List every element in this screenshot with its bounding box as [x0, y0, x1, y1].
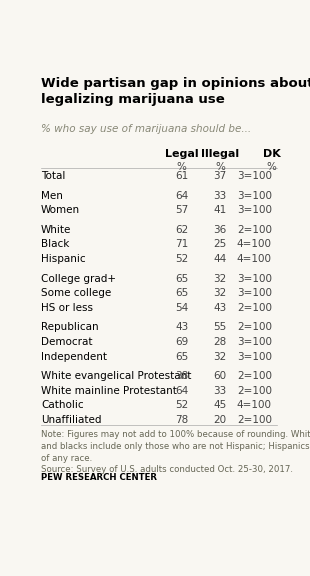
Text: 32: 32	[214, 274, 227, 283]
Text: 69: 69	[175, 337, 188, 347]
Text: 2=100: 2=100	[237, 323, 272, 332]
Text: 41: 41	[214, 205, 227, 215]
Text: Black: Black	[41, 240, 69, 249]
Text: White mainline Protestant: White mainline Protestant	[41, 386, 177, 396]
Text: 52: 52	[175, 400, 188, 411]
Text: 25: 25	[214, 240, 227, 249]
Text: Independent: Independent	[41, 351, 107, 362]
Text: 3=100: 3=100	[237, 337, 272, 347]
Text: Illegal: Illegal	[201, 149, 239, 159]
Text: DK: DK	[263, 149, 281, 159]
Text: 61: 61	[175, 171, 188, 181]
Text: Women: Women	[41, 205, 80, 215]
Text: Hispanic: Hispanic	[41, 254, 86, 264]
Text: 2=100: 2=100	[237, 386, 272, 396]
Text: 55: 55	[214, 323, 227, 332]
Text: Wide partisan gap in opinions about
legalizing marijuana use: Wide partisan gap in opinions about lega…	[41, 77, 310, 105]
Text: 38: 38	[175, 371, 188, 381]
Text: 3=100: 3=100	[237, 274, 272, 283]
Text: 4=100: 4=100	[237, 254, 272, 264]
Text: 3=100: 3=100	[237, 205, 272, 215]
Text: 2=100: 2=100	[237, 371, 272, 381]
Text: %: %	[177, 162, 187, 172]
Text: 33: 33	[214, 386, 227, 396]
Text: 65: 65	[175, 274, 188, 283]
Text: 71: 71	[175, 240, 188, 249]
Text: 2=100: 2=100	[237, 303, 272, 313]
Text: 78: 78	[175, 415, 188, 425]
Text: PEW RESEARCH CENTER: PEW RESEARCH CENTER	[41, 473, 157, 482]
Text: 3=100: 3=100	[237, 171, 272, 181]
Text: 52: 52	[175, 254, 188, 264]
Text: 36: 36	[214, 225, 227, 235]
Text: 32: 32	[214, 351, 227, 362]
Text: 60: 60	[214, 371, 227, 381]
Text: College grad+: College grad+	[41, 274, 116, 283]
Text: Catholic: Catholic	[41, 400, 84, 411]
Text: 65: 65	[175, 351, 188, 362]
Text: 65: 65	[175, 288, 188, 298]
Text: 62: 62	[175, 225, 188, 235]
Text: 57: 57	[175, 205, 188, 215]
Text: 43: 43	[175, 323, 188, 332]
Text: Unaffiliated: Unaffiliated	[41, 415, 102, 425]
Text: Men: Men	[41, 191, 63, 200]
Text: 3=100: 3=100	[237, 191, 272, 200]
Text: 37: 37	[214, 171, 227, 181]
Text: 3=100: 3=100	[237, 351, 272, 362]
Text: 64: 64	[175, 386, 188, 396]
Text: %: %	[215, 162, 225, 172]
Text: 64: 64	[175, 191, 188, 200]
Text: 3=100: 3=100	[237, 288, 272, 298]
Text: % who say use of marijuana should be...: % who say use of marijuana should be...	[41, 124, 251, 134]
Text: 33: 33	[214, 191, 227, 200]
Text: Total: Total	[41, 171, 65, 181]
Text: Legal: Legal	[165, 149, 198, 159]
Text: White: White	[41, 225, 72, 235]
Text: 4=100: 4=100	[237, 240, 272, 249]
Text: Democrat: Democrat	[41, 337, 93, 347]
Text: Some college: Some college	[41, 288, 111, 298]
Text: 44: 44	[214, 254, 227, 264]
Text: 4=100: 4=100	[237, 400, 272, 411]
Text: HS or less: HS or less	[41, 303, 93, 313]
Text: 28: 28	[214, 337, 227, 347]
Text: Note: Figures may not add to 100% because of rounding. Whites
and blacks include: Note: Figures may not add to 100% becaus…	[41, 430, 310, 474]
Text: 32: 32	[214, 288, 227, 298]
Text: White evangelical Protestant: White evangelical Protestant	[41, 371, 192, 381]
Text: 54: 54	[175, 303, 188, 313]
Text: %: %	[267, 162, 277, 172]
Text: 2=100: 2=100	[237, 225, 272, 235]
Text: 45: 45	[214, 400, 227, 411]
Text: 43: 43	[214, 303, 227, 313]
Text: 20: 20	[214, 415, 227, 425]
Text: 2=100: 2=100	[237, 415, 272, 425]
Text: Republican: Republican	[41, 323, 99, 332]
